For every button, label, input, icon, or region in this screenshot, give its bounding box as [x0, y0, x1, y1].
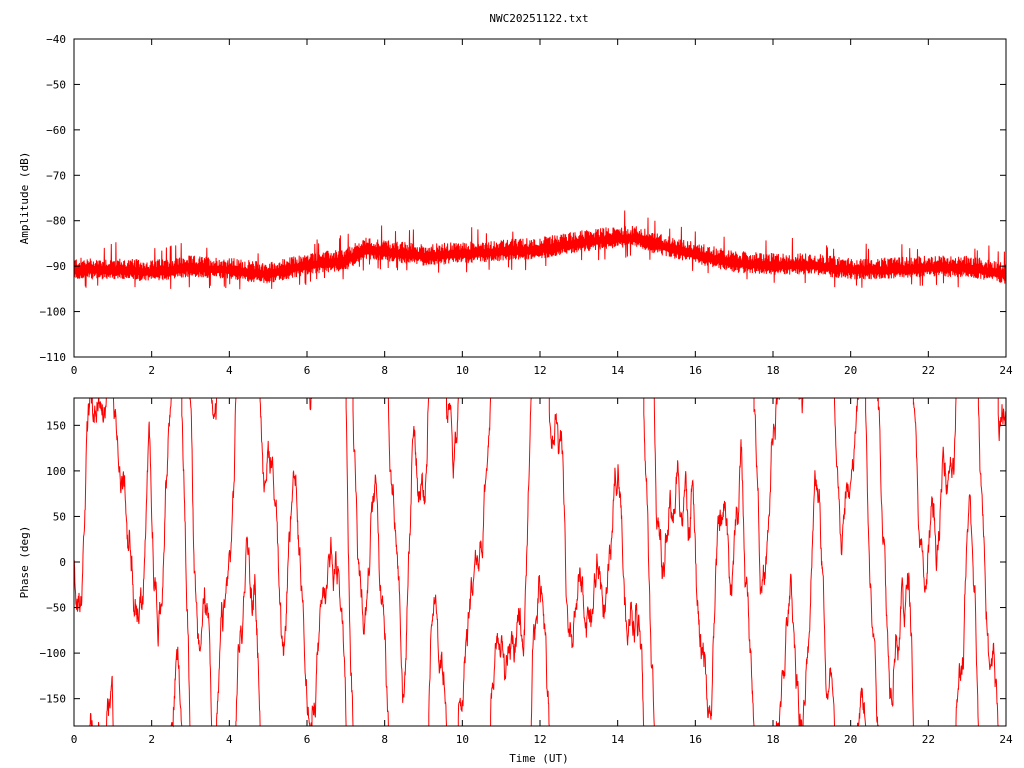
phase-y-ticks: −150 −100 −50 0 50 100 150 — [40, 419, 1006, 706]
phase-x-tick-label: 4 — [226, 733, 233, 746]
phase-x-tick-label: 6 — [304, 733, 311, 746]
amplitude-x-tick-label: 14 — [611, 364, 625, 377]
amplitude-y-label: Amplitude (dB) — [18, 152, 31, 245]
amplitude-x-tick-label: 24 — [999, 364, 1013, 377]
phase-x-tick-label: 2 — [148, 733, 155, 746]
phase-x-ticks: 0 2 4 6 8 10 12 14 16 18 20 22 24 — [71, 398, 1013, 746]
phase-y-tick-label: −100 — [40, 647, 67, 660]
phase-y-tick-label: −50 — [46, 602, 66, 615]
phase-x-tick-label: 10 — [456, 733, 469, 746]
phase-series-line — [73, 397, 1007, 728]
phase-y-tick-label: 50 — [53, 510, 66, 523]
amplitude-x-tick-label: 12 — [533, 364, 546, 377]
phase-x-tick-label: 18 — [766, 733, 779, 746]
amplitude-frame — [73, 38, 1007, 358]
amplitude-x-tick-label: 6 — [304, 364, 311, 377]
phase-y-tick-label: 100 — [46, 465, 66, 478]
amplitude-y-ticks: −110 −100 −90 −80 −70 −60 −50 −40 — [40, 33, 1006, 364]
amplitude-x-tick-label: 22 — [922, 364, 935, 377]
phase-x-tick-label: 0 — [71, 733, 78, 746]
amplitude-y-tick-label: −60 — [46, 124, 66, 137]
phase-x-tick-label: 12 — [533, 733, 546, 746]
amplitude-x-tick-label: 4 — [226, 364, 233, 377]
phase-x-tick-label: 16 — [689, 733, 702, 746]
phase-y-tick-label: 150 — [46, 419, 66, 432]
amplitude-y-tick-label: −100 — [40, 306, 67, 319]
phase-x-tick-label: 22 — [922, 733, 935, 746]
amplitude-y-tick-label: −50 — [46, 78, 66, 91]
amplitude-x-tick-label: 2 — [148, 364, 155, 377]
amplitude-x-tick-label: 10 — [456, 364, 469, 377]
amplitude-x-tick-label: 16 — [689, 364, 702, 377]
chart-title: NWC20251122.txt — [489, 12, 588, 25]
amplitude-x-tick-label: 8 — [381, 364, 388, 377]
phase-x-tick-label: 14 — [611, 733, 625, 746]
phase-series — [73, 397, 1007, 728]
amplitude-x-tick-label: 18 — [766, 364, 779, 377]
phase-x-tick-label: 8 — [381, 733, 388, 746]
amplitude-x-tick-label: 0 — [71, 364, 78, 377]
phase-x-tick-label: 20 — [844, 733, 857, 746]
amplitude-y-tick-label: −90 — [46, 260, 66, 273]
amplitude-series — [73, 210, 1007, 290]
amplitude-y-tick-label: −40 — [46, 33, 66, 46]
phase-x-tick-label: 24 — [999, 733, 1013, 746]
amplitude-y-tick-label: −70 — [46, 169, 66, 182]
phase-y-tick-label: 0 — [59, 556, 66, 569]
phase-y-label: Phase (deg) — [18, 526, 31, 599]
amplitude-panel: −110−100−90−80−70−60−50−40 0 2 4 6 8 10 12 14 16… — [18, 33, 1013, 377]
amplitude-x-ticks: 0 2 4 6 8 10 12 14 16 18 20 22 24 — [71, 39, 1013, 377]
x-axis-label: Time (UT) — [509, 752, 569, 765]
phase-y-tick-label: −150 — [40, 693, 67, 706]
amplitude-y-tick-label: −80 — [46, 215, 66, 228]
amplitude-y-tick-label: −110 — [40, 351, 67, 364]
amplitude-series-line — [73, 210, 1007, 290]
amplitude-x-tick-label: 20 — [844, 364, 857, 377]
